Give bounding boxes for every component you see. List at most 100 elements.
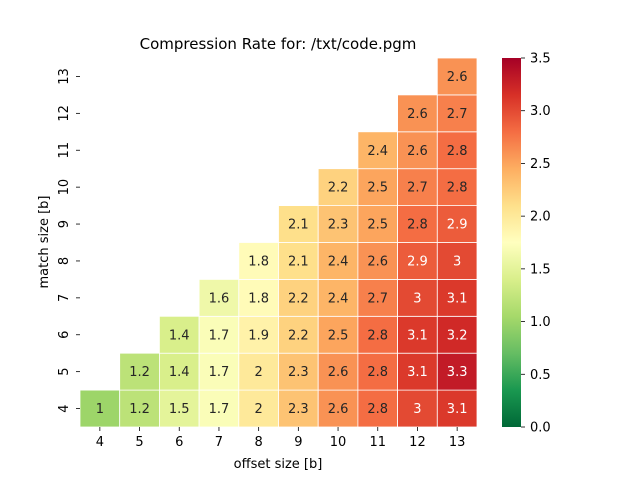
cell-value-label: 3.3 (447, 365, 468, 380)
y-tick-label: 7 (57, 294, 72, 302)
y-tick-label: 10 (57, 179, 72, 196)
y-tick-label: 11 (57, 142, 72, 159)
cell-value-label: 2.9 (447, 218, 468, 233)
y-axis-label: match size [b] (37, 196, 52, 289)
cell-value-label: 1.5 (169, 402, 190, 417)
cell-value-label: 2.2 (288, 328, 309, 343)
cell-value-label: 2.5 (367, 181, 388, 196)
x-axis: 4 5 6 7 8 9 10 11 12 13 (96, 427, 466, 450)
cell-value-label: 1.7 (209, 402, 230, 417)
heatmap-cell (397, 94, 438, 133)
cell-value-label: 1 (96, 402, 104, 417)
heatmap-cell (436, 278, 478, 317)
cell-value-label: 2 (255, 402, 263, 417)
cell-value-label: 1.6 (209, 291, 230, 306)
cell-value-label: 2.4 (367, 144, 388, 159)
colorbar-tick-label: 1.0 (530, 315, 551, 330)
cell-value-label: 3.2 (447, 328, 468, 343)
cell-value-label: 2 (255, 365, 263, 380)
cell-value-label: 1.2 (129, 402, 150, 417)
heatmap-cell (436, 57, 478, 96)
y-tick-label: 13 (57, 68, 72, 85)
x-tick-label: 12 (409, 435, 426, 450)
cell-value-label: 2.9 (407, 254, 428, 269)
heatmap-cell (436, 131, 478, 170)
heatmap-cell (436, 389, 478, 428)
heatmap-cell (397, 352, 438, 391)
colorbar-tick-label: 2.0 (530, 210, 551, 225)
colorbar (502, 58, 521, 427)
cell-value-label: 3 (413, 291, 421, 306)
heatmap-cell (158, 315, 200, 354)
cell-value-label: 2.1 (288, 254, 309, 269)
heatmap-cell (357, 352, 398, 391)
heatmap-cell (198, 278, 240, 317)
heatmap-cell (357, 242, 398, 280)
cell-value-label: 2.4 (328, 254, 349, 269)
x-tick-label: 7 (215, 435, 223, 450)
cell-value-label: 2.5 (367, 218, 388, 233)
cell-value-label: 3.1 (407, 365, 428, 380)
x-tick-label: 10 (330, 435, 347, 450)
x-tick-label: 8 (255, 435, 263, 450)
heatmap-cell (238, 278, 279, 317)
heatmap-cell (357, 389, 398, 428)
x-tick-label: 9 (294, 435, 302, 450)
chart-title: Compression Rate for: /txt/code.pgm (140, 35, 417, 53)
cell-value-label: 2.6 (447, 70, 468, 85)
colorbar-tick-label: 2.5 (530, 157, 551, 172)
y-tick-label: 8 (57, 257, 72, 265)
x-tick-label: 6 (175, 435, 183, 450)
cell-value-label: 1.8 (248, 291, 269, 306)
y-axis: 4 5 6 7 8 9 10 11 12 13 (57, 68, 80, 413)
cell-value-label: 1.9 (248, 328, 269, 343)
heatmap-cell (317, 352, 359, 391)
heatmap-cell (317, 168, 359, 206)
cell-value-label: 2.4 (328, 291, 349, 306)
cell-value-label: 2.8 (407, 218, 428, 233)
heatmap-cells: 1 1.2 1.5 1.7 2 2.3 2.6 2.8 3 3.1 1.2 1.4 1.7 2 2.3 2.6… (79, 57, 478, 428)
x-tick-label: 4 (96, 435, 104, 450)
cell-value-label: 2.8 (367, 402, 388, 417)
heatmap-cell (357, 131, 398, 170)
heatmap-cell (278, 315, 319, 354)
heatmap-cell (436, 315, 478, 354)
cell-value-label: 2.3 (288, 365, 309, 380)
cell-value-label: 2.8 (447, 181, 468, 196)
cell-value-label: 2.8 (367, 328, 388, 343)
y-tick-label: 5 (57, 368, 72, 376)
cell-value-label: 2.7 (367, 291, 388, 306)
heatmap-cell (198, 352, 240, 391)
cell-value-label: 3.1 (447, 291, 468, 306)
y-tick-label: 9 (57, 220, 72, 228)
heatmap-cell (436, 352, 478, 391)
cell-value-label: 2.2 (288, 291, 309, 306)
heatmap-cell (278, 205, 319, 243)
y-tick-label: 4 (57, 404, 72, 412)
colorbar-tick-label: 3.0 (530, 104, 551, 119)
colorbar-tick-label: 0.5 (530, 368, 551, 383)
heatmap-cell (397, 168, 438, 206)
heatmap-cell (317, 205, 359, 243)
x-axis-label: offset size [b] (234, 457, 323, 472)
colorbar-axis: 0.0 0.5 1.0 1.5 2.0 2.5 3.0 3.5 (521, 52, 551, 436)
cell-value-label: 2.6 (367, 254, 388, 269)
cell-value-label: 2.1 (288, 218, 309, 233)
heatmap-cell (357, 168, 398, 206)
cell-value-label: 2.6 (328, 365, 349, 380)
cell-value-label: 2.8 (447, 144, 468, 159)
cell-value-label: 2.7 (447, 107, 468, 122)
cell-value-label: 1.4 (169, 328, 190, 343)
cell-value-label: 1.4 (169, 365, 190, 380)
colorbar-tick-label: 0.0 (530, 421, 551, 436)
heatmap-cell (357, 315, 398, 354)
x-tick-label: 13 (449, 435, 466, 450)
cell-value-label: 1.2 (129, 365, 150, 380)
cell-value-label: 3.1 (447, 402, 468, 417)
cell-value-label: 2.3 (288, 402, 309, 417)
heatmap-cell (119, 389, 160, 428)
cell-value-label: 2.6 (328, 402, 349, 417)
heatmap-cell (436, 205, 478, 243)
cell-value-label: 1.7 (209, 328, 230, 343)
